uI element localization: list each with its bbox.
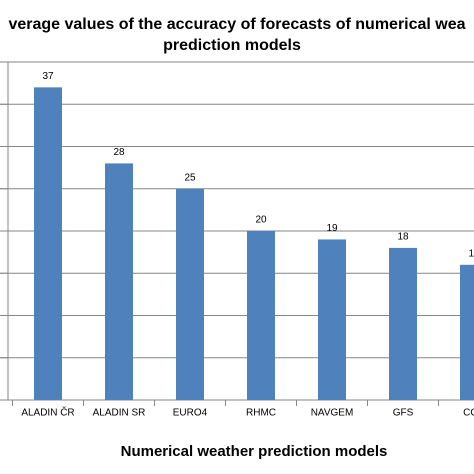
data-label: 25 <box>184 172 196 183</box>
x-tick-label: RHMC <box>246 408 276 419</box>
data-label: 16 <box>468 248 474 259</box>
data-label: 28 <box>113 147 125 158</box>
data-label: 37 <box>42 71 54 82</box>
bar <box>460 264 474 400</box>
x-tick-label: NAVGEM <box>311 408 354 419</box>
bar <box>318 239 346 400</box>
data-label: 18 <box>397 232 409 243</box>
bar <box>105 163 133 400</box>
bar <box>247 231 275 400</box>
x-tick-label: COA <box>463 408 474 419</box>
x-tick-label: GFS <box>393 408 414 419</box>
x-tick-label: EURO4 <box>173 408 208 419</box>
x-tick-label: ALADIN ČR <box>21 406 74 419</box>
bar <box>389 247 417 400</box>
chart-title: prediction models <box>163 37 301 54</box>
data-label: 19 <box>326 223 338 234</box>
x-axis-label: Numerical weather prediction models <box>121 443 388 460</box>
chart-title: verage values of the accuracy of forecas… <box>8 16 465 33</box>
bar <box>176 188 204 400</box>
x-tick-label: ALADIN SR <box>93 408 146 419</box>
data-label: 20 <box>255 215 267 226</box>
bar <box>34 87 62 400</box>
